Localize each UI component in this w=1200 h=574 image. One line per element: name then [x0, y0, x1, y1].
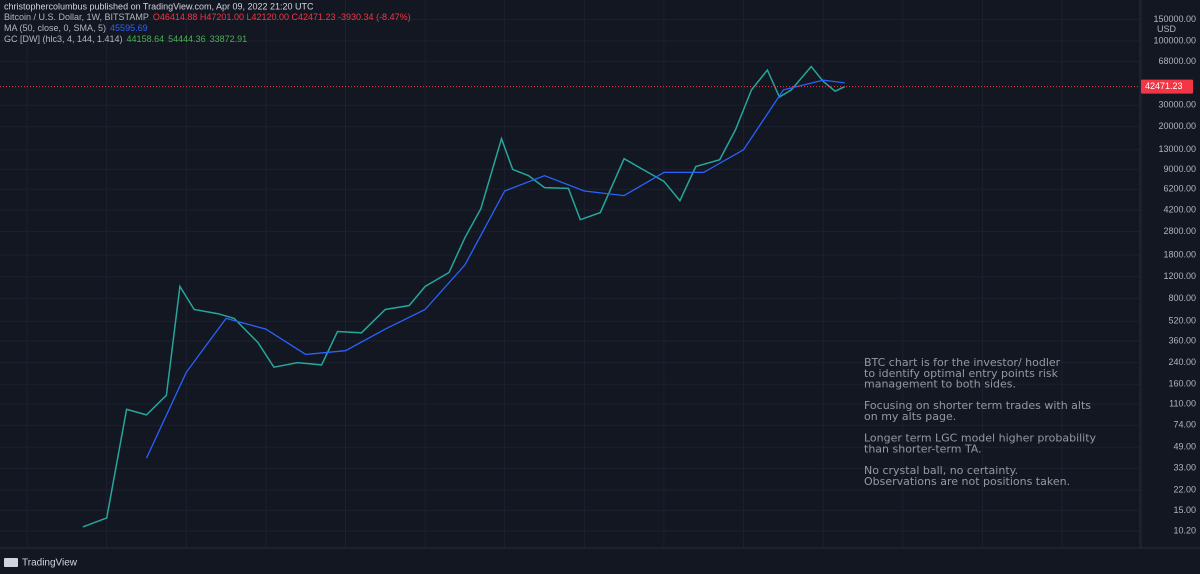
- series-line: [82, 65, 846, 528]
- footer: TradingView: [4, 558, 78, 569]
- y-tick-label: 160.00: [1168, 379, 1196, 389]
- y-tick-label: 240.00: [1168, 357, 1196, 367]
- y-tick-label: 1800.00: [1163, 250, 1196, 260]
- indicator-reading: 45595.69: [110, 23, 148, 33]
- y-tick-label: 800.00: [1168, 293, 1196, 303]
- y-unit: USD: [1157, 24, 1177, 34]
- indicator-name: GC [DW] (hlc3, 4, 144, 1.414): [4, 34, 123, 44]
- annotation-line: Longer term LGC model higher probability: [864, 432, 1097, 445]
- annotation-line: Focusing on shorter term trades with alt…: [864, 399, 1091, 412]
- indicator: MA (50, close, 0, SMA, 5) 45595.69: [4, 23, 148, 33]
- logo: [4, 558, 18, 567]
- annotation-line: than shorter-term TA.: [864, 442, 982, 455]
- y-tick-label: 15.00: [1173, 505, 1196, 515]
- last-price-label: 42471.23: [1145, 81, 1183, 91]
- y-tick-label: 6200.00: [1163, 184, 1196, 194]
- y-tick-label: 360.00: [1168, 335, 1196, 345]
- indicator-reading: 44158.64: [127, 34, 165, 44]
- y-tick-label: 150000.00: [1153, 14, 1196, 24]
- series-line: [145, 79, 845, 459]
- grid: [0, 0, 1143, 548]
- legend: Bitcoin / U.S. Dollar, 1W, BITSTAMP O4641…: [4, 12, 411, 44]
- author-line: christophercolumbus published on Trading…: [4, 1, 314, 11]
- annotation-line: Observations are not positions taken.: [864, 475, 1070, 488]
- y-tick-label: 4200.00: [1163, 204, 1196, 214]
- plot-area: [0, 65, 1140, 528]
- y-tick-label: 13000.00: [1158, 144, 1196, 154]
- annotation-line: No crystal ball, no certainty.: [864, 464, 1018, 477]
- y-tick-label: 30000.00: [1158, 100, 1196, 110]
- symbol-name: Bitcoin / U.S. Dollar, 1W, BITSTAMP: [4, 12, 149, 22]
- indicator: GC [DW] (hlc3, 4, 144, 1.414) 44158.64 544…: [4, 34, 247, 44]
- y-axis: 10.20 15.00 22.00 33.00 49.00 74.00 110.00 160.…: [1141, 14, 1196, 535]
- y-tick-label: 22.00: [1173, 484, 1196, 494]
- y-tick-label: 74.00: [1173, 420, 1196, 430]
- ohlc: O46414.88 H47201.00 L42120.00 C42471.23 …: [153, 12, 411, 22]
- annotation-line: on my alts page.: [864, 410, 956, 423]
- y-tick-label: 20000.00: [1158, 121, 1196, 131]
- y-tick-label: 49.00: [1173, 442, 1196, 452]
- y-tick-label: 10.20: [1173, 525, 1196, 535]
- y-tick-label: 33.00: [1173, 463, 1196, 473]
- y-tick-label: 100000.00: [1153, 35, 1196, 45]
- indicator-reading: 33872.91: [210, 34, 248, 44]
- y-tick-label: 520.00: [1168, 316, 1196, 326]
- indicator-reading: 54444.36: [168, 34, 206, 44]
- y-tick-label: 2800.00: [1163, 226, 1196, 236]
- annotation-line: management to both sides.: [864, 378, 1016, 391]
- last-price-tag: [1141, 79, 1193, 94]
- annotation: BTC chart is for the investor/ hodlerto …: [864, 356, 1097, 488]
- y-tick-label: 9000.00: [1163, 164, 1196, 174]
- y-tick-label: 1200.00: [1163, 271, 1196, 281]
- annotation-line: to identify optimal entry points risk: [864, 367, 1059, 380]
- y-tick-label: 68000.00: [1158, 56, 1196, 66]
- brand: TradingView: [22, 558, 78, 569]
- annotation-line: BTC chart is for the investor/ hodler: [864, 356, 1061, 369]
- y-tick-label: 110.00: [1169, 399, 1196, 409]
- symbol: Bitcoin / U.S. Dollar, 1W, BITSTAMP O4641…: [4, 12, 411, 22]
- indicator-name: MA (50, close, 0, SMA, 5): [4, 23, 106, 33]
